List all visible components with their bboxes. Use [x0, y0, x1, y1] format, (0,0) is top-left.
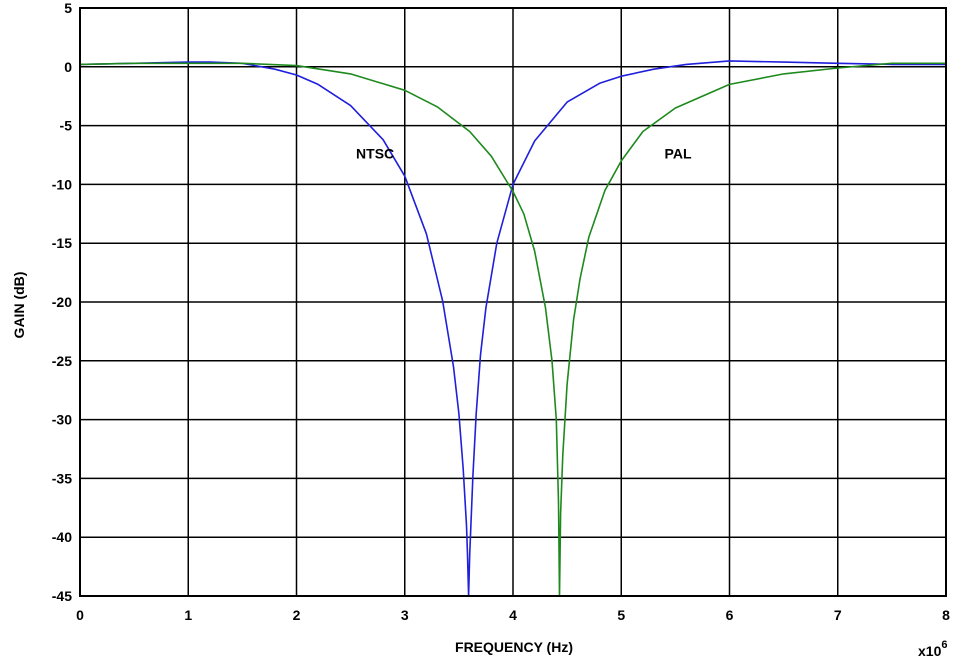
plot-frame: [79, 7, 947, 597]
y-tick-labels: 5 0 -5 -10 -15 -20 -25 -30 -35 -40 -45: [52, 0, 72, 604]
y-tick-label: -5: [60, 118, 73, 134]
y-tick-label: -40: [52, 529, 72, 545]
x-axis-multiplier: x106: [918, 639, 947, 659]
y-tick-label: -10: [52, 176, 72, 192]
x-tick-label: 0: [76, 607, 84, 623]
x-tick-labels: 0 1 2 3 4 5 6 7 8: [76, 607, 950, 623]
x-tick-label: 1: [184, 607, 192, 623]
series-line-pal: [79, 62, 946, 597]
y-tick-label: -25: [52, 353, 72, 369]
series-label-ntsc: NTSC: [356, 146, 394, 162]
y-tick-label: 5: [64, 0, 72, 16]
x-tick-label: 8: [942, 607, 950, 623]
x-tick-label: 2: [293, 607, 301, 623]
x-multiplier-exponent: 6: [941, 639, 947, 651]
y-tick-label: -15: [52, 235, 72, 251]
series-label-pal: PAL: [665, 146, 692, 162]
y-tick-label: -20: [52, 294, 72, 310]
y-tick-label: -30: [52, 412, 72, 428]
x-axis-title: FREQUENCY (Hz): [455, 639, 573, 655]
series-annotations: NTSC PAL: [356, 146, 692, 162]
x-tick-label: 7: [834, 607, 842, 623]
x-tick-label: 5: [617, 607, 625, 623]
y-tick-label: -45: [52, 588, 72, 604]
y-tick-label: -35: [52, 470, 72, 486]
y-axis-title: GAIN (dB): [11, 272, 27, 339]
x-tick-label: 6: [726, 607, 734, 623]
x-tick-label: 4: [509, 607, 517, 623]
y-tick-label: 0: [64, 59, 72, 75]
x-tick-label: 3: [401, 607, 409, 623]
x-multiplier-base: x10: [918, 643, 942, 659]
